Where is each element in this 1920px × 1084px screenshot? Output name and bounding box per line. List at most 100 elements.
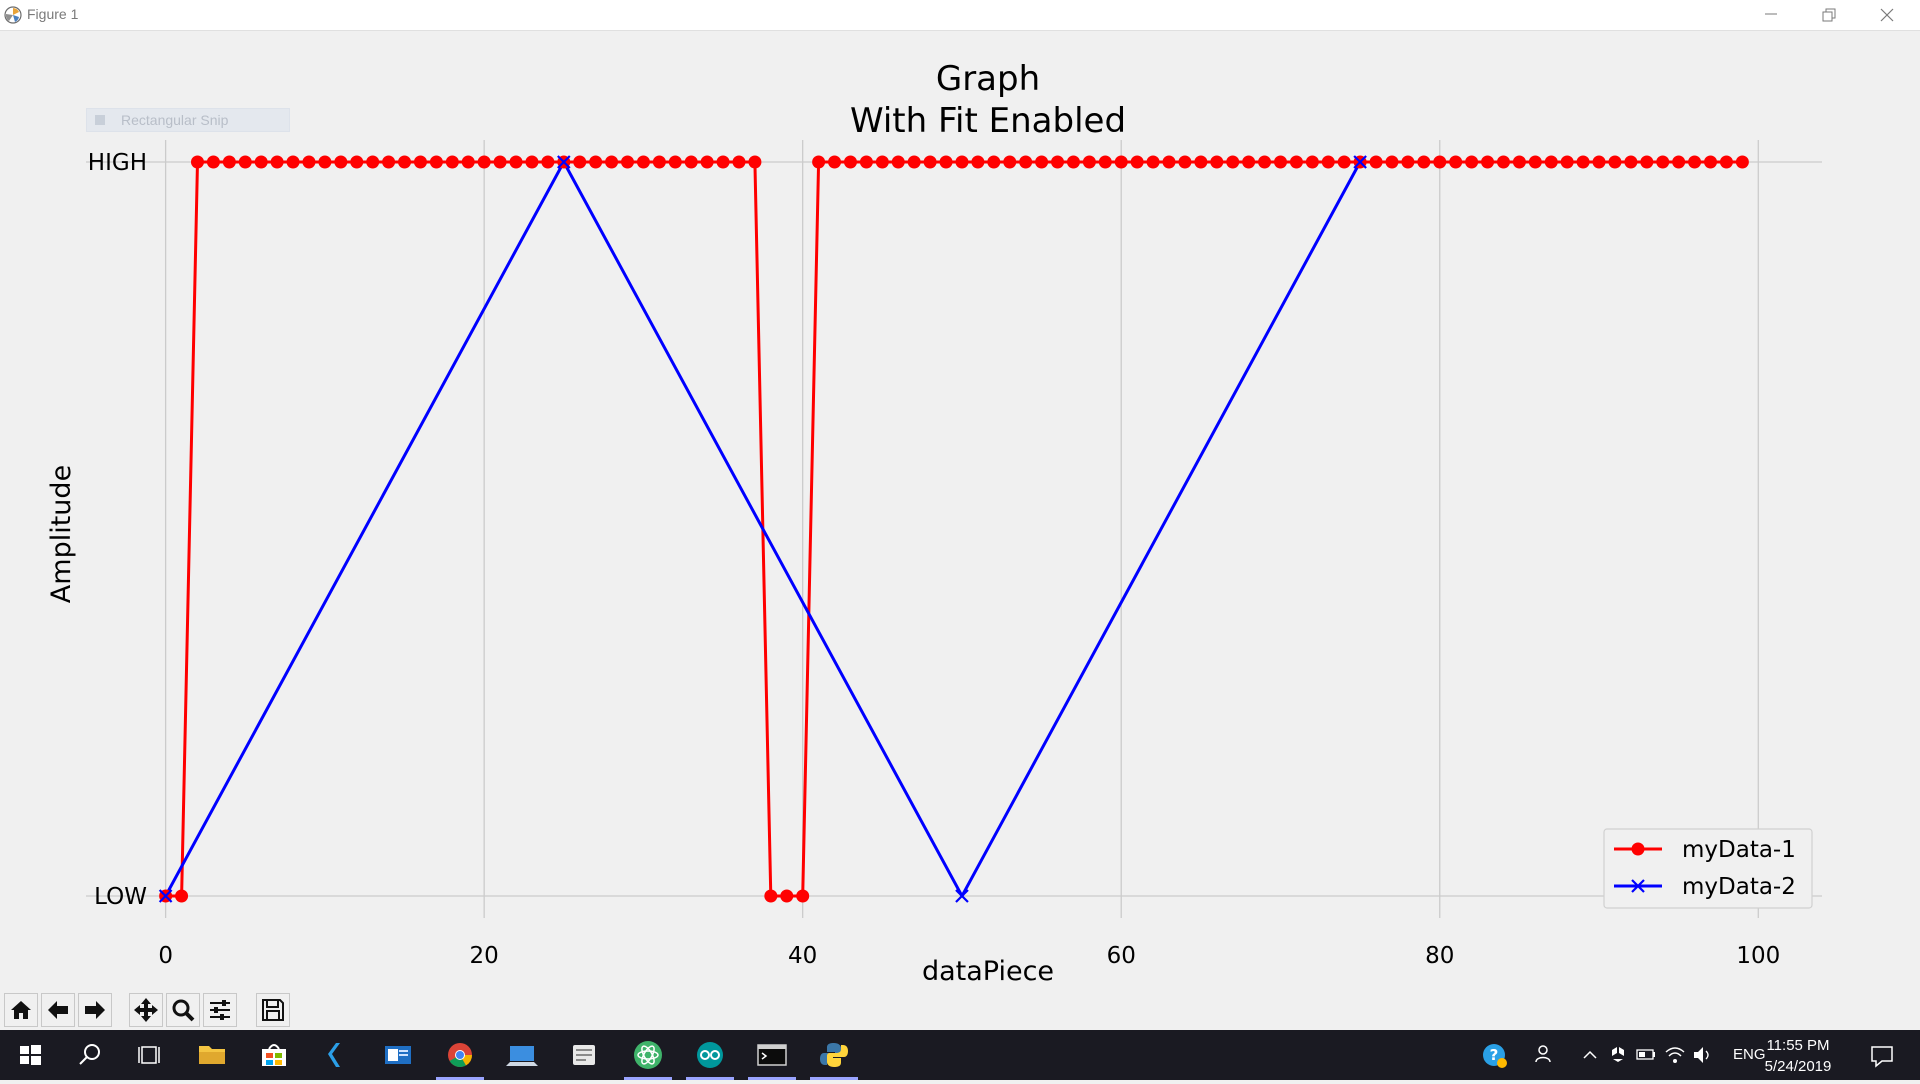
configure-subplots-button[interactable] bbox=[203, 993, 237, 1027]
data-point bbox=[1051, 155, 1065, 169]
data-point bbox=[1305, 155, 1319, 169]
home-button[interactable] bbox=[4, 993, 38, 1027]
home-icon bbox=[11, 1001, 31, 1019]
data-point bbox=[1019, 155, 1033, 169]
data-point bbox=[1258, 155, 1272, 169]
data-point bbox=[987, 155, 1001, 169]
data-point bbox=[1337, 155, 1351, 169]
volume-tray-button[interactable] bbox=[1690, 1030, 1716, 1080]
arduino-button[interactable] bbox=[680, 1030, 740, 1080]
data-point bbox=[700, 155, 714, 169]
data-point bbox=[573, 155, 587, 169]
search-button[interactable] bbox=[60, 1030, 120, 1080]
data-point bbox=[812, 155, 826, 169]
data-point bbox=[1194, 155, 1208, 169]
restore-icon bbox=[1822, 8, 1836, 22]
running-indicator bbox=[624, 1077, 672, 1080]
dropbox-tray-button[interactable] bbox=[1606, 1030, 1630, 1080]
sliders-icon bbox=[210, 1000, 230, 1020]
data-point bbox=[1640, 155, 1654, 169]
legend-item: myData-2 bbox=[1614, 874, 1796, 900]
atom-editor-button[interactable] bbox=[618, 1030, 678, 1080]
data-point bbox=[955, 155, 969, 169]
data-point bbox=[1369, 155, 1383, 169]
data-point bbox=[875, 155, 889, 169]
navigation-toolbar bbox=[0, 985, 1920, 1030]
data-point bbox=[222, 155, 236, 169]
x-tick-label: 0 bbox=[158, 943, 173, 969]
battery-tray-button[interactable] bbox=[1634, 1030, 1658, 1080]
network-tray-button[interactable] bbox=[1662, 1030, 1688, 1080]
restore-button[interactable] bbox=[1800, 0, 1858, 30]
figure-canvas[interactable]: 0 20 40 60 80 100 LOW HIGH Graph With Fit Enabled… bbox=[0, 31, 1920, 989]
marker-stroke bbox=[557, 155, 571, 169]
visual-studio-code-button[interactable] bbox=[306, 1030, 366, 1080]
data-point bbox=[1003, 155, 1017, 169]
data-point bbox=[1719, 155, 1733, 169]
legend-label: myData-2 bbox=[1682, 874, 1796, 900]
running-indicator bbox=[748, 1077, 796, 1080]
data-point bbox=[1608, 155, 1622, 169]
remote-desktop-button[interactable] bbox=[492, 1030, 552, 1080]
data-point bbox=[939, 155, 953, 169]
people-tray-button[interactable] bbox=[1530, 1030, 1560, 1080]
terminal-button[interactable] bbox=[742, 1030, 802, 1080]
close-button[interactable] bbox=[1858, 0, 1916, 30]
show-hidden-icons-button[interactable] bbox=[1578, 1030, 1602, 1080]
data-point bbox=[557, 155, 571, 169]
data-point bbox=[1656, 155, 1670, 169]
data-point bbox=[1624, 155, 1638, 169]
data-point bbox=[732, 155, 746, 169]
legend-marker bbox=[1631, 842, 1645, 856]
data-point bbox=[1114, 155, 1128, 169]
window-titlebar: Figure 1 bbox=[0, 0, 1920, 31]
data-point bbox=[780, 889, 794, 903]
chart-subtitle: With Fit Enabled bbox=[850, 101, 1126, 141]
start-button[interactable] bbox=[0, 1030, 60, 1080]
data-point bbox=[541, 155, 555, 169]
data-point bbox=[1082, 155, 1096, 169]
python-figure-button[interactable] bbox=[804, 1030, 864, 1080]
matplotlib-icon bbox=[4, 6, 22, 24]
data-point bbox=[1688, 155, 1702, 169]
data-point bbox=[1528, 155, 1542, 169]
data-point bbox=[318, 155, 332, 169]
action-center-button[interactable] bbox=[1862, 1030, 1902, 1080]
minimize-button[interactable] bbox=[1742, 0, 1800, 30]
file-explorer-button[interactable] bbox=[182, 1030, 242, 1080]
data-point bbox=[1066, 155, 1080, 169]
data-point bbox=[190, 155, 204, 169]
zoom-button[interactable] bbox=[166, 993, 200, 1027]
data-point bbox=[398, 155, 412, 169]
forward-button[interactable] bbox=[78, 993, 112, 1027]
help-icon: ? bbox=[1483, 1044, 1507, 1068]
search-icon bbox=[79, 1044, 100, 1065]
data-point bbox=[796, 889, 810, 903]
data-point bbox=[413, 155, 427, 169]
data-point bbox=[477, 155, 491, 169]
chevron-up-icon bbox=[1583, 1050, 1597, 1059]
outlook-button[interactable] bbox=[368, 1030, 428, 1080]
magnifier-icon bbox=[172, 999, 195, 1022]
help-tray-button[interactable]: ? bbox=[1478, 1030, 1528, 1080]
back-button[interactable] bbox=[41, 993, 75, 1027]
chrome-button[interactable] bbox=[430, 1030, 490, 1080]
data-point bbox=[1162, 155, 1176, 169]
store-button[interactable] bbox=[244, 1030, 304, 1080]
system-clock[interactable]: 11:55 PM 5/24/2019 bbox=[1748, 1035, 1848, 1077]
data-point bbox=[1704, 155, 1718, 169]
data-point bbox=[971, 155, 985, 169]
data-point bbox=[684, 155, 698, 169]
save-button[interactable] bbox=[256, 993, 290, 1027]
task-view-button[interactable] bbox=[120, 1030, 180, 1080]
data-point bbox=[1465, 155, 1479, 169]
app-button[interactable] bbox=[554, 1030, 614, 1080]
chart-title: Graph bbox=[936, 59, 1040, 99]
data-point bbox=[716, 155, 730, 169]
input-language[interactable]: ENG bbox=[1733, 1046, 1766, 1063]
data-point bbox=[1098, 155, 1112, 169]
atom-icon bbox=[634, 1041, 662, 1069]
series-line-myData-2 bbox=[164, 160, 1362, 898]
pan-button[interactable] bbox=[129, 993, 163, 1027]
data-point bbox=[1560, 155, 1574, 169]
